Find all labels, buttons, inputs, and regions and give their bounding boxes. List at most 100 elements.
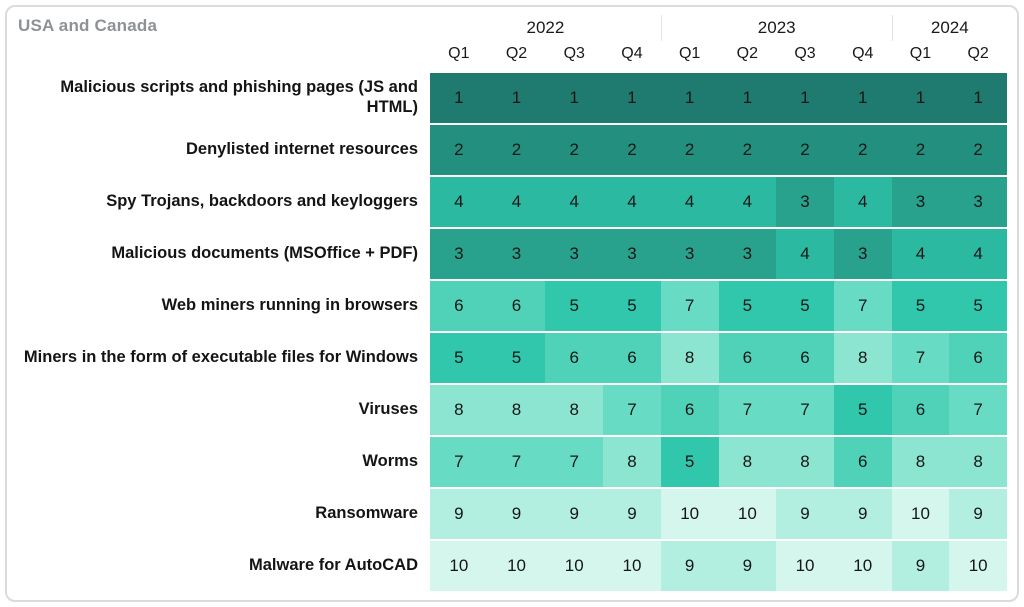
heatmap-cell: 2 [776, 123, 834, 175]
heatmap-cell: 8 [487, 383, 546, 435]
heatmap-cell: 5 [718, 279, 777, 331]
heatmap-cell: 8 [776, 435, 834, 487]
heatmap-cell: 2 [718, 123, 777, 175]
row-label: Malware for AutoCAD [249, 555, 418, 574]
quarter-label: Q3 [563, 45, 585, 62]
year-label-2022: 2022 [526, 18, 565, 37]
row-label: Malicious documents (MSOffice + PDF) [111, 243, 418, 262]
heatmap-cell: 1 [776, 71, 834, 123]
heatmap-cell: 5 [949, 279, 1007, 331]
heatmap-cell: 9 [430, 487, 488, 539]
heatmap-cell: 1 [487, 71, 546, 123]
heatmap-cell: 4 [891, 227, 950, 279]
heatmap-cell: 9 [833, 487, 892, 539]
row-label: Viruses [358, 399, 418, 418]
heatmap-cell: 5 [776, 279, 834, 331]
heatmap-cell: 5 [891, 279, 950, 331]
heatmap-cell: 8 [949, 435, 1007, 487]
heatmap-cell: 10 [487, 539, 546, 591]
heatmap-cell: 7 [487, 435, 546, 487]
heatmap-cell: 3 [833, 227, 892, 279]
row-label: Miners in the form of executable files f… [23, 347, 418, 366]
row-label: Malicious scripts and phishing pages (JS… [60, 77, 418, 116]
heatmap-cell: 6 [660, 383, 719, 435]
heatmap-cell: 6 [545, 331, 604, 383]
quarter-label: Q4 [621, 45, 643, 62]
heatmap-cell: 4 [487, 175, 546, 227]
heatmap-cell: 8 [660, 331, 719, 383]
heatmap-cell: 7 [891, 331, 950, 383]
heatmap-cell: 1 [833, 71, 892, 123]
quarter-label: Q1 [678, 45, 701, 62]
heatmap-cell: 6 [949, 331, 1007, 383]
heatmap-cell: 7 [718, 383, 777, 435]
heatmap-cell: 5 [603, 279, 661, 331]
heatmap-cell: 9 [487, 487, 546, 539]
heatmap-cell: 2 [660, 123, 719, 175]
heatmap-cell: 8 [891, 435, 950, 487]
quarter-label: Q1 [448, 45, 470, 62]
row-label: Web miners running in browsers [161, 295, 418, 314]
heatmap-grid: 2022 2023 2024 Q1 Q2 Q3 Q4 Q1 Q2 Q3 Q4 Q1 Q2 Maliciou… [15, 15, 1007, 591]
heatmap-cell: 7 [545, 435, 604, 487]
heatmap-cell: 3 [891, 175, 950, 227]
heatmap-cell: 7 [430, 435, 488, 487]
quarter-label: Q2 [505, 45, 528, 62]
heatmap-cell: 6 [718, 331, 777, 383]
heatmap-cell: 2 [891, 123, 950, 175]
heatmap-cell: 7 [949, 383, 1007, 435]
quarter-label: Q2 [736, 45, 759, 62]
heatmap-cell: 10 [660, 487, 719, 539]
quarter-label: Q1 [909, 45, 932, 62]
heatmap-cell: 6 [487, 279, 546, 331]
heatmap-cell: 9 [660, 539, 719, 591]
heatmap-cell: 10 [545, 539, 604, 591]
heatmap-cell: 4 [603, 175, 661, 227]
heatmap-cell: 4 [545, 175, 604, 227]
heatmap-cell: 10 [718, 487, 777, 539]
heatmap-cell: 4 [776, 227, 834, 279]
quarter-label: Q4 [852, 45, 874, 62]
row-label: Worms [362, 451, 418, 470]
heatmap-cell: 10 [949, 539, 1007, 591]
heatmap-cell: 1 [718, 71, 777, 123]
heatmap-cell: 8 [545, 383, 604, 435]
heatmap-cell: 9 [545, 487, 604, 539]
heatmap-cell: 1 [891, 71, 950, 123]
heatmap-cell: 1 [603, 71, 661, 123]
heatmap-cell: 1 [545, 71, 604, 123]
heatmap-cell: 3 [718, 227, 777, 279]
heatmap-cell: 7 [603, 383, 661, 435]
row-label: Denylisted internet resources [186, 139, 418, 158]
heatmap-cell: 2 [430, 123, 488, 175]
heatmap-cell: 9 [776, 487, 834, 539]
heatmap-cell: 9 [949, 487, 1007, 539]
heatmap-cell: 8 [833, 331, 892, 383]
heatmap-cell: 3 [776, 175, 834, 227]
heatmap-cell: 10 [430, 539, 488, 591]
heatmap-cell: 3 [430, 227, 488, 279]
heatmap-cell: 1 [949, 71, 1007, 123]
heatmap-cell: 3 [949, 175, 1007, 227]
heatmap-cell: 5 [833, 383, 892, 435]
heatmap-cell: 5 [430, 331, 488, 383]
heatmap-cell: 9 [718, 539, 777, 591]
heatmap-cell: 3 [545, 227, 604, 279]
heatmap-cell: 10 [603, 539, 661, 591]
heatmap-cell: 9 [603, 487, 661, 539]
heatmap-cell: 6 [891, 383, 950, 435]
heatmap-cell: 2 [545, 123, 604, 175]
heatmap-cell: 2 [487, 123, 546, 175]
quarter-label: Q2 [967, 45, 989, 62]
heatmap-cell: 7 [833, 279, 892, 331]
heatmap-cell: 2 [603, 123, 661, 175]
heatmap-cell: 8 [430, 383, 488, 435]
row-label: Spy Trojans, backdoors and keyloggers [106, 191, 418, 210]
heatmap-cell: 7 [660, 279, 719, 331]
chart-card: USA and Canada 2022 2023 2024 Q1 Q2 Q3 Q4 Q1 Q2 Q… [5, 5, 1019, 602]
heatmap-cell: 10 [776, 539, 834, 591]
heatmap-cell: 2 [949, 123, 1007, 175]
heatmap-cell: 3 [603, 227, 661, 279]
year-label-2024: 2024 [891, 15, 1007, 41]
heatmap-cell: 6 [430, 279, 488, 331]
